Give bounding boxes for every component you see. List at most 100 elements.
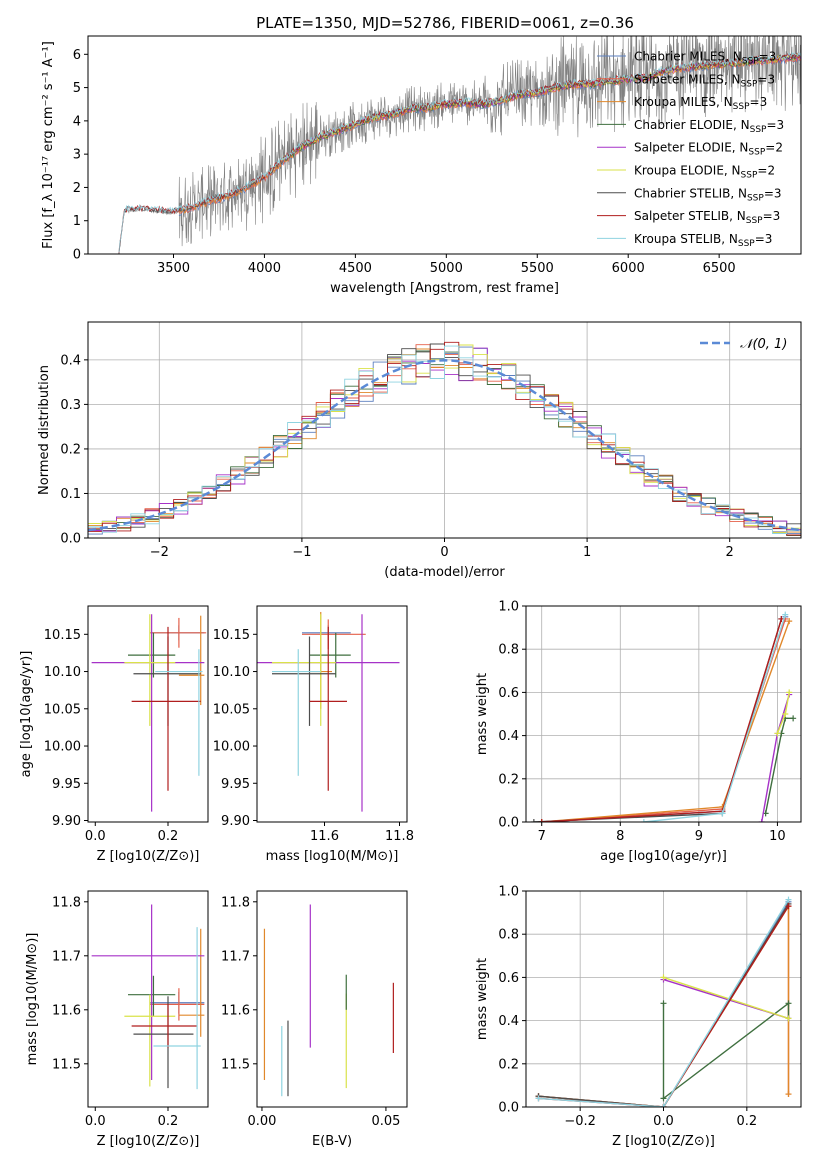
y-tick-label: 0.0	[498, 1101, 519, 1116]
weight-marker-kroupa-stelib	[640, 819, 647, 822]
y-tick-label: 2	[73, 181, 81, 196]
plots-layer: 3500 4000 4500 5000 5500 6000 6500 0 1 2 3 4 5 6 wavel…	[19, 35, 802, 1149]
y-tick-label: 10.10	[44, 665, 81, 680]
y-tick-label: 0.6	[498, 971, 519, 986]
weight-marker-kroupa-elodie	[782, 711, 789, 717]
x-axis-label: (data-model)/error	[384, 565, 505, 580]
x-tick-label: 2	[726, 545, 734, 560]
errorbar-chabrier-elodie	[309, 632, 351, 678]
y-tick-label: 0.3	[60, 398, 81, 413]
x-axis-label: age [log10(age/yr)]	[600, 849, 727, 864]
model-kroupa-stelib	[118, 51, 801, 253]
model-salpeter-stelib	[118, 52, 801, 254]
x-tick-label: 0.2	[158, 1114, 179, 1129]
y-axis-label: age [log10(age/yr)]	[19, 651, 34, 778]
errorbar-kroupa-miles	[178, 615, 205, 706]
weight-marker-kroupa-stelib	[719, 810, 726, 817]
histogram-kroupa-stelib	[88, 345, 801, 534]
axes-box	[87, 605, 209, 823]
plot-area	[257, 611, 400, 812]
x-tick-label: 4500	[339, 261, 372, 276]
errorbar-salpeter-elodie	[91, 904, 205, 1080]
legend-label-kroupa-elodie: Kroupa ELODIE, NSSP=2	[634, 164, 775, 181]
x-tick-label: 0	[440, 545, 448, 560]
errorbar-kroupa-elodie	[272, 614, 336, 726]
y-tick-label: 0.4	[498, 1014, 519, 1029]
y-tick-label: 10.00	[44, 740, 81, 755]
weight-marker-chabrier-elodie	[785, 1000, 792, 1007]
legend-label-salpeter-miles: Salpeter MILES, NSSP=3	[634, 72, 775, 89]
weight-marker-chabrier-elodie	[660, 1000, 667, 1007]
x-axis-label: mass [log10(M/M⊙)]	[266, 849, 399, 864]
y-tick-label: 4	[73, 114, 81, 129]
x-tick-label: −2	[150, 545, 169, 560]
weight-marker-salpeter-stelib	[538, 819, 545, 822]
x-tick-label: 0.0	[85, 1114, 106, 1129]
legend-label-salpeter-stelib: Salpeter STELIB, NSSP=3	[634, 209, 780, 226]
plot-area	[530, 611, 797, 822]
y-axis-label: mass weight	[475, 673, 490, 755]
y-tick-label: 10.05	[44, 702, 81, 717]
y-tick-label: 10.05	[213, 702, 250, 717]
y-tick-label: 11.8	[52, 895, 81, 910]
weight-marker-kroupa-stelib	[660, 1104, 667, 1107]
axes-box	[256, 890, 408, 1108]
x-tick-label: 8	[616, 829, 624, 844]
panel-weight-vs-age: 7 8 9 10 0.0 0.2 0.4 0.6 0.8 1.0 age [log10(age/yr…	[475, 600, 802, 864]
errorbar-chabrier-stelib	[272, 636, 336, 726]
y-tick-label: 9.95	[52, 777, 81, 792]
figure-title: PLATE=1350, MJD=52786, FIBERID=0061, z=0…	[256, 14, 634, 32]
y-tick-label: 11.6	[221, 1003, 250, 1018]
y-tick-label: 0	[73, 248, 81, 263]
plot-area	[91, 614, 207, 812]
panel-weight-vs-z: −0.2 0.0 0.2 0.0 0.2 0.4 0.6 0.8 1.0 Z [log10(Z/Z…	[475, 885, 802, 1149]
axes-box	[256, 605, 408, 823]
x-tick-label: 0.0	[653, 1114, 674, 1129]
errorbar-kroupa-stelib	[272, 649, 321, 776]
panel-residuals: −2 −1 0 1 2 0.0 0.1 0.2 0.3 0.4 (data-model)/error…	[37, 321, 802, 580]
errorbar-kroupa-stelib	[153, 927, 201, 1090]
x-tick-label: 5500	[521, 261, 554, 276]
y-tick-label: 9.95	[221, 777, 250, 792]
axes-box	[87, 890, 209, 1108]
y-tick-label: 11.7	[52, 949, 81, 964]
weight-marker-kroupa-elodie	[785, 1015, 792, 1022]
legend-label-kroupa-miles: Kroupa MILES, NSSP=3	[634, 95, 767, 112]
y-axis-label: mass [log10(M/M⊙)]	[25, 933, 40, 1066]
y-tick-label: 10.00	[213, 740, 250, 755]
y-axis-label: Normed distribution	[37, 365, 52, 495]
weight-marker-kroupa-miles	[785, 1091, 792, 1098]
errorbar-salpeter-stelib	[131, 1004, 198, 1048]
x-tick-label: 6000	[612, 261, 645, 276]
errorbar-salpeter-stelib	[131, 626, 201, 791]
y-tick-label: 0.0	[60, 532, 81, 547]
x-tick-label: 11.8	[385, 829, 414, 844]
axes-frame: 0.0 0.2 11.5 11.6 11.7 11.8 Z [log10(Z/Z⊙)] mas…	[25, 890, 209, 1149]
axes-frame: −0.2 0.0 0.2 0.0 0.2 0.4 0.6 0.8 1.0 Z [log10(Z/Z…	[475, 885, 802, 1149]
x-tick-label: 6500	[703, 261, 736, 276]
weight-marker-kroupa-elodie	[786, 689, 793, 696]
y-tick-label: 10.10	[213, 665, 250, 680]
errorbar-salpeter-miles	[149, 617, 207, 648]
y-tick-label: 0.1	[60, 487, 81, 502]
y-tick-label: 1.0	[498, 885, 519, 900]
errorbar-kroupa-stelib	[155, 649, 203, 776]
x-axis-label: Z [log10(Z/Z⊙)]	[97, 1134, 200, 1149]
legend-label-chabrier-miles: Chabrier MILES, NSSP=3	[634, 50, 776, 67]
y-tick-label: 0.2	[60, 442, 81, 457]
weight-marker-salpeter-elodie	[758, 819, 765, 822]
errorbar-kroupa-elodie	[124, 994, 176, 1087]
y-tick-label: 11.5	[221, 1057, 250, 1072]
y-tick-label: 11.7	[221, 949, 250, 964]
legend-label-chabrier-elodie: Chabrier ELODIE, NSSP=3	[634, 118, 784, 135]
y-tick-label: 0.8	[498, 928, 519, 943]
axes-frame: 0.00 0.05 11.5 11.6 11.7 11.8 E(B-V)	[221, 890, 408, 1149]
weight-marker-chabrier-stelib	[530, 819, 537, 822]
weight-line-kroupa-elodie	[663, 976, 789, 1020]
x-tick-label: 0.2	[736, 1114, 757, 1129]
y-tick-label: 0.6	[498, 686, 519, 701]
y-tick-label: 11.8	[221, 895, 250, 910]
weight-line-chabrier-elodie	[662, 1001, 790, 1100]
y-tick-label: 5	[73, 81, 81, 96]
